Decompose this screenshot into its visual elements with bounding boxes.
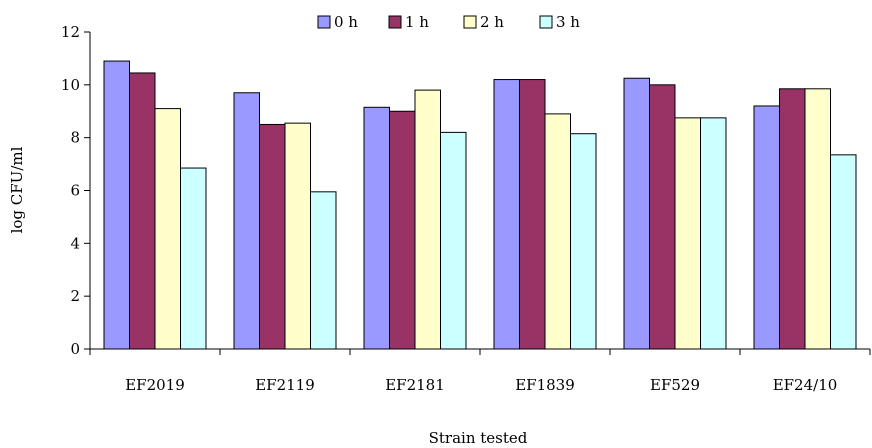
y-tick-label: 4 [70, 234, 80, 252]
y-tick-label: 6 [70, 182, 80, 200]
legend-swatch [539, 15, 553, 29]
x-tick-label: EF1839 [515, 376, 575, 394]
legend-label: 1 h [405, 13, 429, 31]
bar [830, 154, 857, 350]
y-tick-label: 8 [70, 129, 80, 147]
x-tick-label: EF2181 [385, 376, 445, 394]
x-tick-label: EF529 [650, 376, 700, 394]
x-axis-title: Strain tested [429, 429, 528, 447]
legend-label: 2 h [480, 13, 504, 31]
bar [284, 122, 311, 350]
x-tick-label: EF2119 [255, 376, 315, 394]
bar [233, 92, 260, 350]
bar [310, 191, 337, 350]
axes-group: 0 2 4 6 8 10 12 EF2019 EF2119 EF2181 EF1839 EF529 EF… [61, 23, 871, 394]
legend-label: 0 h [334, 13, 358, 31]
bar [700, 117, 727, 350]
bars-group [103, 60, 857, 350]
bar [259, 123, 286, 350]
y-tick-label: 0 [70, 340, 80, 358]
bar [363, 106, 390, 350]
bar [389, 110, 416, 350]
legend-swatch [388, 15, 402, 29]
bar [544, 113, 571, 350]
legend-swatch [463, 15, 477, 29]
y-tick-label: 12 [61, 23, 80, 41]
bar [753, 105, 780, 350]
legend: 0 h 1 h 2 h 3 h [317, 13, 580, 31]
x-tick-label: EF2019 [125, 376, 185, 394]
bar [180, 167, 207, 350]
bar [129, 72, 156, 350]
bar [804, 88, 831, 350]
legend-label: 3 h [556, 13, 580, 31]
bar [649, 84, 676, 350]
bar [623, 77, 650, 350]
bar [519, 79, 546, 350]
bar [570, 133, 597, 350]
bar [674, 117, 701, 350]
bar [779, 88, 806, 350]
y-tick-label: 10 [61, 76, 80, 94]
bar [493, 79, 520, 350]
legend-swatch [317, 15, 331, 29]
y-tick-label: 2 [70, 287, 80, 305]
bar [154, 108, 181, 350]
bar [440, 131, 467, 350]
x-tick-label: EF24/10 [773, 376, 838, 394]
y-axis-title: log CFU/ml [8, 146, 26, 233]
bar [103, 60, 130, 350]
bar [414, 89, 441, 350]
